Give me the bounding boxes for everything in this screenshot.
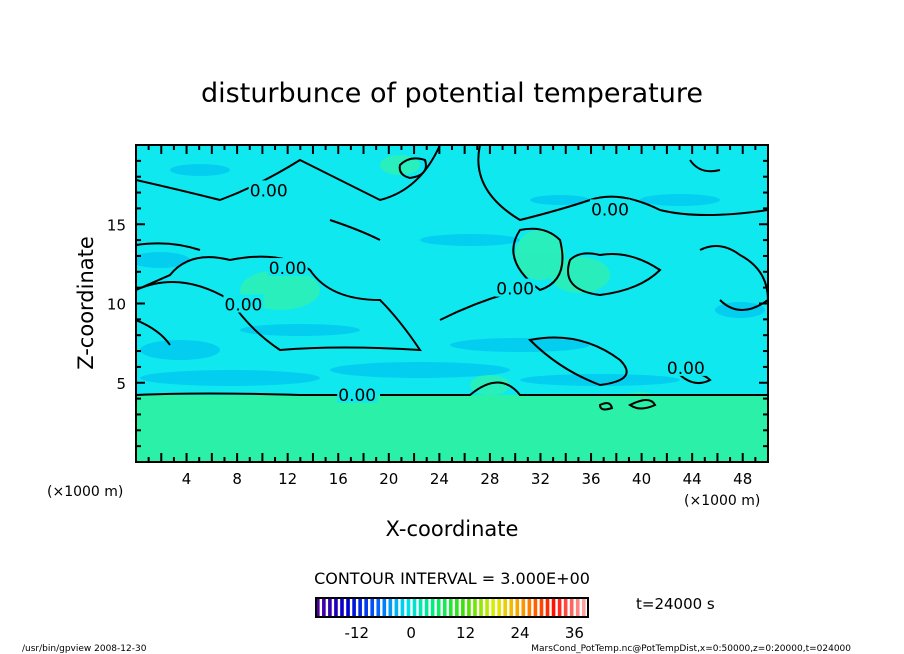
x-tick-label: 24 <box>430 470 449 488</box>
colorbar-stripe <box>406 598 411 617</box>
x-tick-label: 44 <box>683 470 702 488</box>
x-tick-label: 40 <box>632 470 651 488</box>
field-positive-region <box>136 395 768 462</box>
contour-label: 0.00 <box>591 200 629 220</box>
colorbar-stripe <box>334 598 338 617</box>
contour-interval-label: CONTOUR INTERVAL = 3.000E+00 <box>314 569 590 588</box>
colorbar-tick-label: -12 <box>345 624 370 642</box>
x-tick-label: 32 <box>531 470 550 488</box>
plot-field <box>136 145 768 462</box>
y-axis-label: Z-coordinate <box>74 236 98 370</box>
footer-program: /usr/bin/gpview 2008-12-30 <box>22 644 147 654</box>
colorbar-stripe <box>479 598 483 617</box>
contour-label: 0.00 <box>496 280 534 300</box>
colorbar-stripe <box>503 598 508 617</box>
colorbar-stripe <box>442 598 447 617</box>
x-tick-label: 16 <box>329 470 348 488</box>
x-unit-label-right: (×1000 m) <box>684 493 760 509</box>
colorbar-stripe <box>316 598 320 617</box>
contour-label: 0.00 <box>269 259 307 279</box>
colorbar-tick-label: 24 <box>510 624 529 642</box>
chart-title: disturbunce of potential temperature <box>201 78 703 109</box>
x-tick-label: 48 <box>733 470 752 488</box>
colorbar-stripe <box>436 598 441 617</box>
colorbar-stripe <box>364 598 368 617</box>
colorbar-stripe <box>467 598 471 617</box>
footer-source: MarsCond_PotTemp.nc@PotTempDist,x=0:5000… <box>531 644 851 654</box>
colorbar-stripe <box>557 598 562 617</box>
x-tick-label: 12 <box>278 470 297 488</box>
x-tick-label: 4 <box>182 470 192 488</box>
field-blue-patches <box>136 164 765 386</box>
colorbar-stripe <box>346 598 350 617</box>
contour-label-bg <box>665 357 706 376</box>
colorbar-stripe <box>551 598 556 617</box>
colorbar-stripe <box>322 598 326 617</box>
colorbar-stripe <box>527 598 532 617</box>
contour-label-bg <box>248 180 289 199</box>
colorbar-ticks: -12 0 12 24 36 <box>345 624 584 642</box>
contour-label: 0.00 <box>225 296 263 316</box>
x-tick-label: 28 <box>480 470 499 488</box>
colorbar-stripe <box>400 598 405 617</box>
colorbar-stripe <box>424 598 429 617</box>
time-label: t=24000 s <box>636 595 715 613</box>
colorbar-stripe <box>485 598 489 617</box>
colorbar-stripe <box>521 598 526 617</box>
colorbar-stripe <box>412 598 417 617</box>
colorbar-stripe <box>370 598 375 617</box>
colorbar-stripe <box>418 598 423 617</box>
colorbar-stripe <box>569 598 574 617</box>
y-tick-label: 5 <box>116 375 126 393</box>
contour-label-bg <box>223 294 264 313</box>
colorbar-stripe <box>455 598 459 617</box>
colorbar-stripe <box>533 598 538 617</box>
colorbar-stripe <box>376 598 381 617</box>
colorbar-stripe <box>328 598 332 617</box>
colorbar-stripe <box>515 598 520 617</box>
contour-label: 0.00 <box>250 181 288 201</box>
colorbar-stripe <box>473 598 477 617</box>
colorbar-frame <box>315 597 589 618</box>
colorbar-stripe <box>358 598 362 617</box>
colorbar-stripe <box>581 598 586 617</box>
contour-label-bg <box>495 278 536 297</box>
colorbar <box>316 598 586 617</box>
contour-lines <box>136 145 768 411</box>
colorbar-stripe <box>545 598 550 617</box>
field-negative-region <box>136 145 768 395</box>
colorbar-stripe <box>340 598 344 617</box>
x-axis-label: X-coordinate <box>386 517 519 541</box>
colorbar-stripe <box>448 598 453 617</box>
contour-label-bg <box>590 199 630 218</box>
y-tick-label: 10 <box>107 296 126 314</box>
contour-label: 0.00 <box>338 386 376 406</box>
y-tick-label: 15 <box>107 216 126 234</box>
colorbar-stripe <box>352 598 356 617</box>
colorbar-stripe <box>461 598 465 617</box>
colorbar-stripe <box>509 598 514 617</box>
colorbar-tick-label: 0 <box>406 624 416 642</box>
colorbar-stripe <box>491 598 495 617</box>
x-tick-label: 36 <box>581 470 600 488</box>
colorbar-stripe <box>430 598 435 617</box>
colorbar-stripe <box>497 598 501 617</box>
colorbar-tick-label: 12 <box>456 624 475 642</box>
colorbar-stripe <box>563 598 568 617</box>
colorbar-stripe <box>382 598 387 617</box>
colorbar-stripe <box>388 598 393 617</box>
contour-label-bg <box>337 384 378 403</box>
x-unit-label-left: (×1000 m) <box>47 484 123 500</box>
colorbar-stripe <box>394 598 399 617</box>
x-tick-label: 20 <box>379 470 398 488</box>
contour-label: 0.00 <box>667 359 705 379</box>
colorbar-stripe <box>539 598 544 617</box>
colorbar-tick-label: 36 <box>565 624 584 642</box>
x-tick-label: 8 <box>232 470 242 488</box>
contour-labels: 0.00 0.00 0.00 0.00 0.00 0.00 0.00 <box>223 180 706 406</box>
contour-label-bg <box>267 258 308 277</box>
colorbar-stripe <box>575 598 580 617</box>
